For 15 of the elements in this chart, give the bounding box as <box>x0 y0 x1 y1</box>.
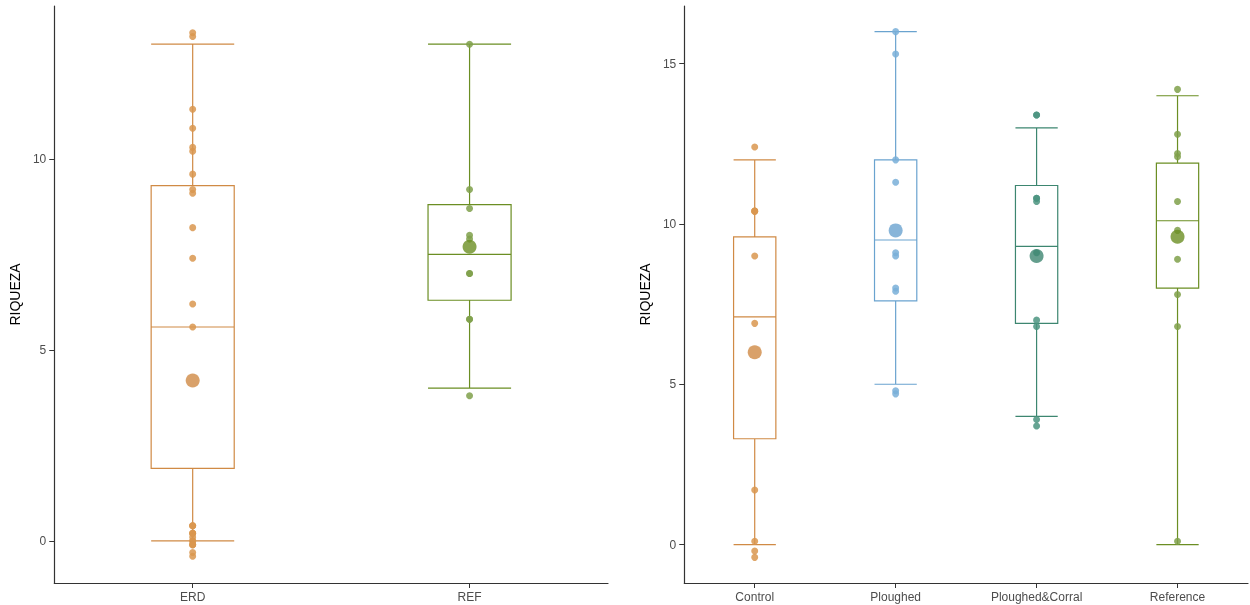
y-axis-title: RIQUEZA <box>7 262 23 326</box>
y-tick-label: 10 <box>32 151 47 166</box>
x-tick-label: ERD <box>180 590 206 604</box>
y-tick-label: 5 <box>39 342 47 357</box>
x-tick-label: Control <box>735 590 775 604</box>
x-tick-label: Reference <box>1149 590 1206 604</box>
x-tick-label: Ploughed <box>870 590 922 604</box>
y-tick-label: 0 <box>669 537 677 552</box>
x-tick-label: Ploughed&Corral <box>990 590 1083 604</box>
y-tick-label: 10 <box>662 216 677 231</box>
y-tick-label: 0 <box>39 533 47 548</box>
y-axis-title: RIQUEZA <box>637 262 653 326</box>
y-tick-label: 5 <box>669 377 677 392</box>
x-tick-label: REF <box>457 590 482 604</box>
y-tick-label: 15 <box>662 56 677 71</box>
